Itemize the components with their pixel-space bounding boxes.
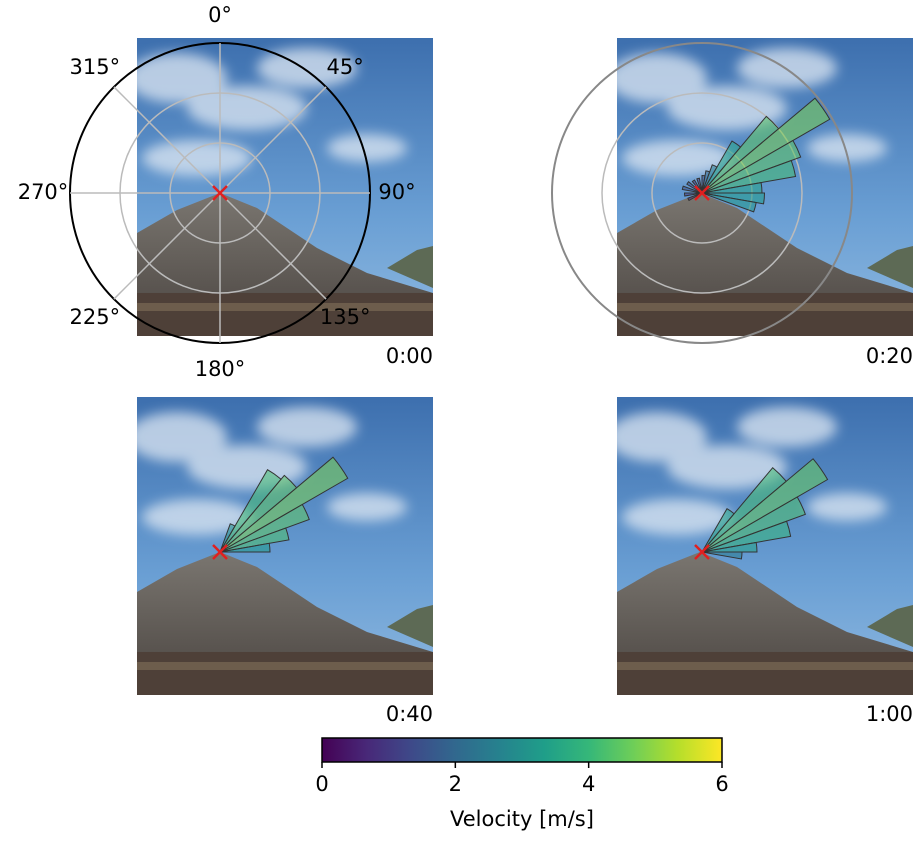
colorbar-tick-label: 2 [449, 772, 462, 796]
rose-wedge [701, 520, 792, 553]
time-label: 0:40 [386, 702, 433, 726]
rose-wedge [701, 97, 831, 194]
polar-panel: 0° 45° 90° 135° 180° 225° 270° 315° 0:00 [18, 3, 433, 381]
rose-wedge [219, 503, 310, 553]
rose-wedge [683, 192, 703, 197]
colorbar-label: Velocity [m/s] [450, 807, 594, 831]
angle-grid-line [219, 192, 327, 300]
angle-grid-line [113, 192, 221, 300]
angle-tick-label: 0° [208, 3, 232, 27]
angle-tick-label: 135° [320, 305, 371, 329]
origin-marker [694, 544, 710, 560]
colorbar-tick-label: 6 [715, 772, 728, 796]
angle-tick-label: 180° [195, 357, 246, 381]
angle-tick-label: 90° [378, 180, 415, 204]
colorbar-tick-label: 4 [582, 772, 595, 796]
time-label: 0:00 [386, 344, 433, 368]
polar-panel: 0:40 [212, 456, 433, 726]
angle-grid-line [219, 86, 327, 194]
rose-wedge [701, 192, 757, 213]
rose-wedge [219, 542, 271, 553]
time-label: 0:20 [866, 344, 913, 368]
rose-wedge [701, 541, 758, 553]
rose-wedge [681, 185, 703, 194]
photo [607, 397, 913, 695]
colorbar-tick-label: 0 [315, 772, 328, 796]
grid-circle [601, 92, 803, 294]
origin-marker [212, 185, 228, 201]
time-label: 1:00 [866, 702, 913, 726]
angle-tick-label: 225° [70, 305, 121, 329]
rose-wedge [701, 551, 743, 560]
angle-tick-label: 270° [18, 180, 69, 204]
rose-wedge [701, 458, 829, 553]
rose-wedge [701, 159, 797, 194]
angle-tick-label: 45° [327, 55, 364, 79]
origin-marker [694, 185, 710, 201]
angle-grid-line [113, 86, 221, 194]
rose-wedge [219, 527, 290, 553]
photo [127, 397, 433, 695]
polar-panel: 0:20 [551, 42, 913, 368]
rose-wedge [701, 496, 807, 553]
polar-panel: 1:00 [694, 458, 913, 726]
colorbar [321, 737, 723, 763]
outer-circle [551, 42, 853, 344]
rose-wedge [701, 139, 802, 194]
origin-marker [212, 544, 228, 560]
rose-wedge [696, 177, 703, 194]
rose-wedge [219, 456, 349, 553]
angle-tick-label: 315° [70, 55, 121, 79]
